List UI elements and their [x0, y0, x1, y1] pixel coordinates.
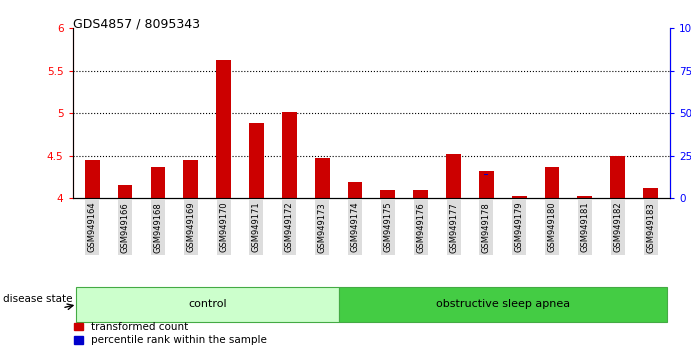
Text: GSM949183: GSM949183 [646, 202, 655, 252]
Bar [610, 156, 625, 198]
Text: GSM949169: GSM949169 [187, 202, 196, 252]
Bar [413, 190, 428, 198]
Text: obstructive sleep apnea: obstructive sleep apnea [436, 299, 570, 309]
Bar [578, 196, 592, 198]
Text: GSM949174: GSM949174 [350, 202, 359, 252]
Text: GSM949172: GSM949172 [285, 202, 294, 252]
Text: control: control [188, 299, 227, 309]
Bar [85, 160, 100, 198]
Bar [151, 167, 165, 198]
Bar [348, 182, 362, 198]
Bar [381, 190, 395, 198]
Bar [117, 185, 133, 198]
Bar [545, 167, 560, 198]
Text: GSM949175: GSM949175 [384, 202, 392, 252]
Text: GSM949182: GSM949182 [613, 202, 622, 252]
Text: GSM949177: GSM949177 [449, 202, 458, 252]
Bar [315, 158, 330, 198]
Bar [479, 171, 494, 198]
Bar [512, 196, 527, 198]
Bar [446, 154, 461, 198]
Text: GSM949168: GSM949168 [153, 202, 162, 252]
Text: GSM949181: GSM949181 [580, 202, 589, 252]
Text: GSM949178: GSM949178 [482, 202, 491, 252]
Bar [249, 124, 264, 198]
Text: GSM949180: GSM949180 [547, 202, 556, 252]
Text: disease state: disease state [3, 294, 73, 304]
Text: GSM949173: GSM949173 [318, 202, 327, 252]
Bar [216, 60, 231, 198]
Legend: transformed count, percentile rank within the sample: transformed count, percentile rank withi… [75, 322, 267, 345]
Text: GSM949179: GSM949179 [515, 202, 524, 252]
Bar [282, 112, 296, 198]
Bar [643, 188, 658, 198]
Text: GSM949176: GSM949176 [416, 202, 425, 252]
Text: GSM949170: GSM949170 [219, 202, 228, 252]
Bar [183, 160, 198, 198]
Text: GSM949164: GSM949164 [88, 202, 97, 252]
Text: GSM949166: GSM949166 [121, 202, 130, 252]
Text: GSM949171: GSM949171 [252, 202, 261, 252]
Text: GDS4857 / 8095343: GDS4857 / 8095343 [73, 18, 200, 31]
